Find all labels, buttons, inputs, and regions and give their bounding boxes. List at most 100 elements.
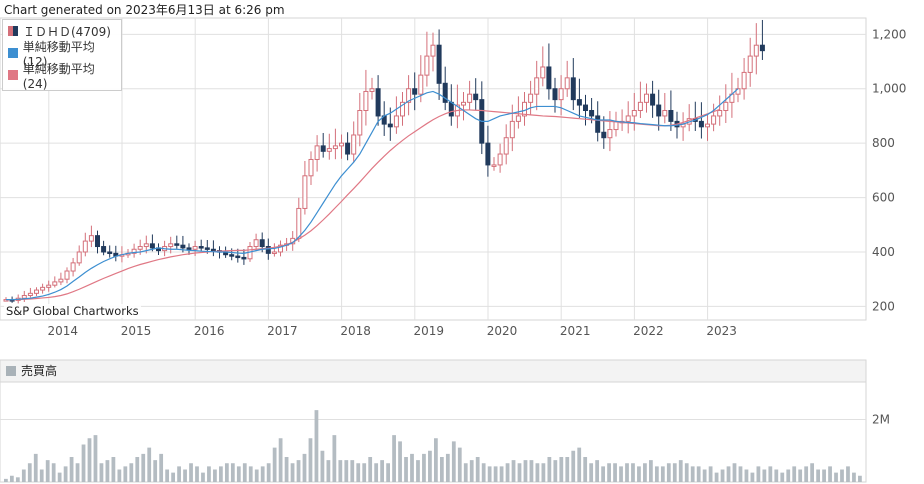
- volume-bar: [696, 466, 701, 482]
- candle-body: [424, 55, 430, 76]
- volume-bar: [272, 447, 277, 482]
- volume-swatch-icon: [6, 365, 16, 376]
- chart-legend: ＩＤＨＤ(4709) 単純移動平均 (12) 単純移動平均 (24): [2, 19, 122, 91]
- volume-bar: [332, 435, 337, 482]
- volume-bar: [99, 463, 104, 482]
- volume-bar: [792, 466, 797, 482]
- candle-body: [467, 93, 473, 103]
- volume-bar: [666, 463, 671, 482]
- volume-bar: [774, 469, 779, 482]
- volume-bar: [410, 453, 414, 482]
- candle-body: [461, 101, 466, 106]
- volume-gridlines: 2M: [0, 413, 890, 427]
- candle-body: [180, 244, 186, 249]
- candle-body: [149, 243, 155, 249]
- candle-body: [339, 142, 344, 147]
- volume-bar: [487, 466, 492, 482]
- volume-bar: [21, 469, 26, 482]
- volume-bar: [702, 469, 707, 482]
- candle-body: [601, 131, 607, 139]
- volume-bar: [51, 463, 56, 482]
- candle-body: [656, 104, 662, 117]
- volume-bar: [266, 463, 271, 482]
- volume-bar: [404, 457, 408, 482]
- volume-bar: [738, 466, 743, 482]
- volume-bar: [39, 469, 44, 482]
- candle-body: [40, 286, 46, 291]
- candle-body: [259, 239, 265, 248]
- volume-bar: [565, 457, 570, 482]
- candle-body: [509, 120, 515, 139]
- legend-item-ma12[interactable]: 単純移動平均 (12): [3, 40, 121, 69]
- volume-header-band: [0, 359, 867, 383]
- candle-body: [186, 247, 192, 250]
- candle-body: [717, 110, 723, 117]
- volume-bar: [75, 463, 80, 482]
- volume-bar: [362, 463, 367, 482]
- volume-bar: [690, 466, 695, 482]
- candle-body: [326, 148, 332, 152]
- candlestick-series: [3, 19, 765, 304]
- volume-bar: [314, 410, 319, 482]
- candle-body: [345, 142, 351, 155]
- volume-bar: [4, 478, 8, 482]
- volume-bar: [284, 457, 289, 482]
- candle-body: [558, 88, 564, 101]
- ma12-line: [6, 88, 739, 301]
- y-tick-label: 1,000: [872, 82, 906, 96]
- volume-bar: [660, 466, 665, 482]
- candle-body: [302, 175, 308, 209]
- volume-bar: [810, 463, 815, 482]
- legend-item-price[interactable]: ＩＤＨＤ(4709): [3, 20, 121, 42]
- candle-body: [192, 246, 198, 250]
- volume-bar: [768, 466, 773, 482]
- candle-body: [101, 246, 107, 253]
- volume-bar: [189, 463, 193, 482]
- candle-body: [271, 251, 277, 254]
- candle-body: [448, 101, 454, 117]
- candle-body: [576, 99, 582, 106]
- volume-bar: [559, 457, 564, 482]
- candle-body: [357, 110, 363, 136]
- time-x-axis: 2014 2015 2016 2017 2018 2019 2020 2021 2022 2023: [48, 324, 737, 338]
- candle-body: [137, 246, 143, 250]
- volume-bar: [822, 469, 826, 482]
- volume-bar: [732, 463, 737, 482]
- volume-bar: [744, 469, 749, 482]
- volume-bar: [571, 450, 576, 482]
- volume-bar: [708, 466, 713, 482]
- volume-bar: [804, 466, 809, 482]
- candle-body: [595, 115, 601, 133]
- candle-body: [314, 145, 320, 160]
- volume-bar: [511, 460, 516, 482]
- volume-bar: [398, 441, 402, 482]
- volume-bar: [637, 466, 641, 482]
- candle-body: [662, 110, 668, 117]
- volume-bar: [207, 466, 211, 482]
- volume-bar: [786, 469, 791, 482]
- volume-bar: [499, 466, 504, 482]
- volume-bar: [45, 460, 50, 482]
- volume-bar: [15, 477, 20, 482]
- candle-body: [229, 254, 235, 257]
- volume-bar: [213, 469, 217, 482]
- chart-credit: S&P Global Chartworks: [4, 304, 141, 318]
- volume-bar: [159, 453, 164, 482]
- volume-bar: [457, 447, 462, 482]
- candle-body: [82, 240, 88, 253]
- volume-bar: [141, 453, 146, 482]
- x-tick-label: 2018: [340, 324, 371, 338]
- candle-body: [668, 110, 674, 122]
- candle-body: [107, 251, 113, 254]
- volume-bar: [33, 453, 38, 482]
- candle-body: [320, 145, 326, 152]
- volume-bar: [428, 450, 432, 482]
- legend-item-ma24[interactable]: 単純移動平均 (24): [3, 62, 121, 91]
- candle-body: [570, 77, 576, 101]
- legend-label-ma24: 単純移動平均 (24): [22, 61, 95, 91]
- candle-body: [747, 55, 753, 73]
- volume-bar: [27, 463, 32, 482]
- volume-bar: [643, 463, 647, 482]
- x-tick-label: 2016: [194, 324, 225, 338]
